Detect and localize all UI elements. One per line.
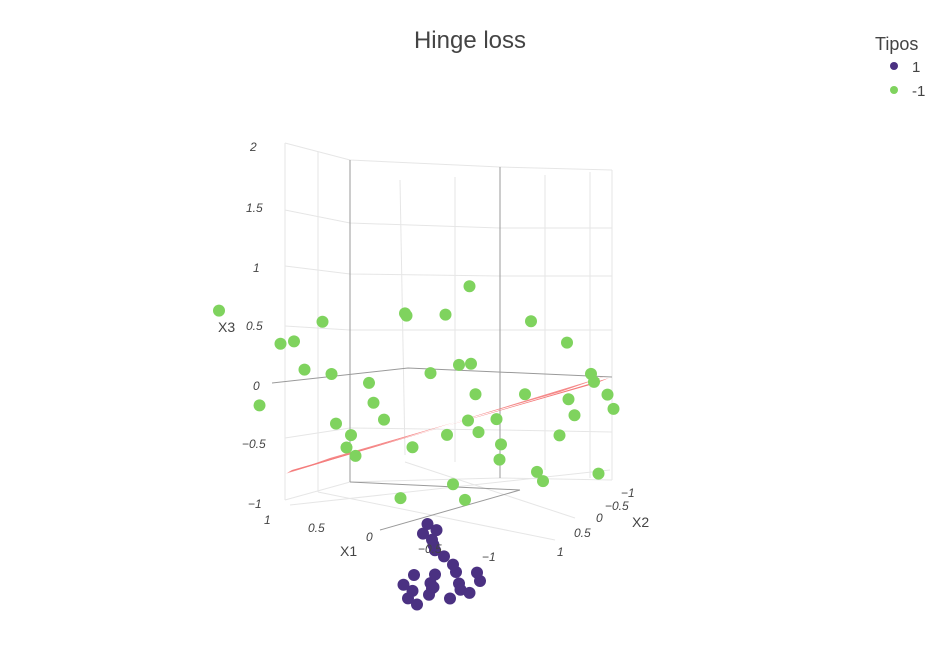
point-class-neg1: [561, 336, 573, 349]
x3-tick-label: 1: [253, 261, 260, 275]
legend-title: Tipos: [875, 34, 918, 54]
x2-tick-label: −0.5: [605, 499, 629, 513]
point-class-neg1: [213, 304, 225, 317]
separating-plane-shade: [285, 376, 606, 474]
chart-text: Hinge loss Tipos 1 -1 2 1.5 1 0.5 0 −0.5…: [218, 27, 925, 564]
point-class-neg1: [469, 388, 482, 401]
separating-plane: [287, 378, 609, 473]
x2-tick-label: 0.5: [574, 526, 591, 540]
point-class-neg1: [394, 492, 407, 505]
point-class-1: [402, 592, 414, 605]
point-class-neg1: [525, 315, 537, 328]
data-points: [213, 280, 620, 611]
x3-tick-label: 0.5: [246, 319, 263, 333]
x1-tick-label: −0.5: [418, 542, 442, 556]
x3-tick-label: 1.5: [246, 201, 263, 215]
point-class-neg1: [400, 309, 413, 322]
point-class-1: [423, 588, 435, 601]
point-class-1: [426, 533, 438, 546]
x3-tick-label: 0: [253, 379, 260, 393]
point-class-neg1: [439, 308, 452, 321]
point-class-neg1: [406, 441, 419, 454]
point-class-neg1: [553, 429, 566, 442]
x1-tick-label: 0.5: [308, 521, 325, 535]
point-class-neg1: [463, 280, 476, 293]
point-class-1: [430, 524, 443, 537]
point-class-1: [397, 578, 410, 591]
point-class-neg1: [340, 441, 353, 454]
point-class-neg1: [349, 449, 362, 462]
chart-title: Hinge loss: [414, 27, 526, 54]
x3-axis-title: X3: [218, 319, 235, 335]
x2-tick-label: −1: [621, 486, 635, 500]
point-class-neg1: [459, 493, 471, 506]
axis-edges: [271, 160, 613, 531]
point-class-neg1: [298, 363, 311, 376]
point-class-neg1: [592, 467, 605, 480]
x1-axis-title: X1: [340, 543, 357, 559]
point-class-neg1: [453, 358, 465, 371]
point-class-1: [411, 598, 423, 611]
legend-marker-1: [890, 62, 898, 70]
point-class-1: [408, 569, 420, 581]
point-class-neg1: [253, 399, 266, 412]
point-class-1: [444, 592, 456, 605]
point-class-neg1: [568, 409, 581, 422]
point-class-neg1: [495, 438, 507, 451]
point-class-neg1: [316, 315, 329, 328]
point-class-1: [417, 527, 429, 540]
legend-label-neg1: -1: [912, 83, 925, 100]
point-class-1: [421, 518, 434, 530]
x3-tick-label: −1: [248, 497, 262, 511]
point-class-neg1: [490, 413, 503, 426]
legend-item-neg1[interactable]: -1: [890, 83, 925, 100]
point-class-neg1: [588, 375, 600, 388]
point-class-neg1: [601, 388, 614, 401]
legend-item-1[interactable]: 1: [890, 59, 920, 76]
point-class-neg1: [441, 428, 453, 441]
x2-tick-label: 0: [596, 511, 603, 525]
x1-tick-label: 1: [264, 513, 271, 527]
point-class-neg1: [607, 402, 620, 415]
point-class-neg1: [493, 453, 506, 466]
x2-tick-label: 1: [557, 545, 564, 559]
point-class-neg1: [447, 478, 459, 491]
point-class-1: [438, 550, 450, 563]
point-class-neg1: [345, 429, 357, 442]
point-class-neg1: [363, 376, 375, 389]
point-class-neg1: [465, 357, 477, 370]
point-class-neg1: [462, 414, 474, 427]
point-class-1: [429, 568, 441, 581]
point-class-neg1: [378, 413, 390, 426]
x1-tick-label: 0: [366, 530, 373, 544]
point-class-1: [447, 558, 459, 571]
point-class-neg1: [288, 335, 300, 348]
point-class-neg1: [367, 396, 380, 409]
point-class-neg1: [274, 337, 287, 350]
point-class-neg1: [472, 426, 485, 439]
point-class-1: [471, 566, 483, 579]
point-class-1: [454, 583, 467, 596]
point-class-1: [463, 586, 476, 599]
x3-tick-label: −0.5: [242, 437, 266, 451]
point-class-neg1: [531, 465, 543, 478]
point-class-neg1: [330, 417, 342, 430]
x2-axis-title: X2: [632, 514, 649, 530]
x3-tick-label: 2: [249, 140, 257, 154]
point-class-neg1: [424, 367, 437, 380]
axis-grid: [284, 142, 613, 541]
point-class-neg1: [325, 368, 338, 380]
legend-marker-neg1: [890, 86, 898, 94]
legend-label-1: 1: [912, 59, 920, 76]
x1-tick-label: −1: [482, 550, 496, 564]
point-class-neg1: [537, 475, 549, 488]
point-class-neg1: [562, 393, 575, 406]
point-class-neg1: [519, 388, 531, 401]
